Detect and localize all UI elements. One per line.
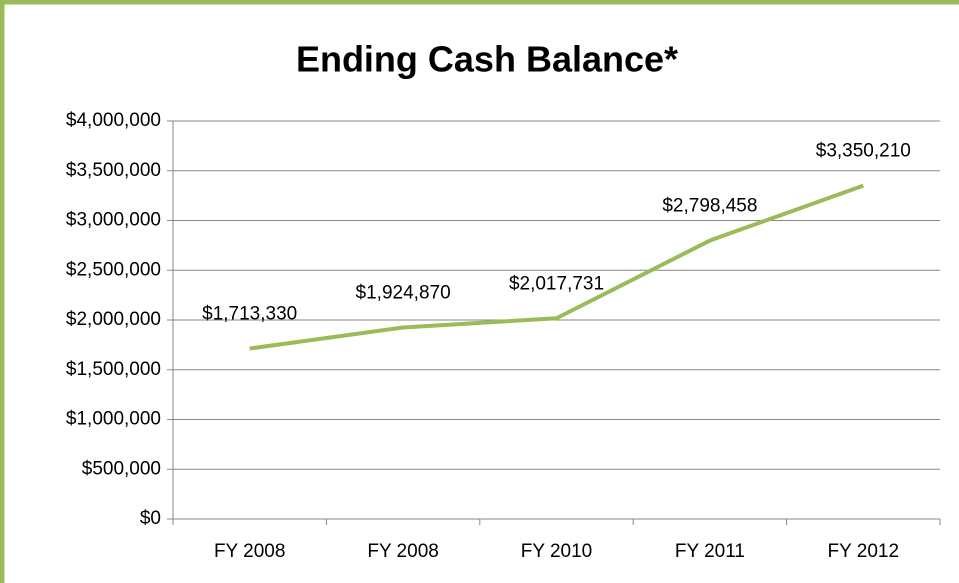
data-label: $3,350,210 [816,141,911,162]
chart-title: Ending Cash Balance* [296,39,678,80]
y-tick-label: $1,000,000 [66,409,161,430]
x-tick-label: FY 2008 [214,541,285,562]
x-tick-label: FY 2011 [675,541,745,562]
y-tick-label: $3,000,000 [66,210,161,231]
x-tick-label: FY 2012 [828,541,899,562]
data-label: $1,924,870 [356,282,451,303]
y-tick-label: $4,000,000 [66,110,161,131]
y-tick-label: $2,500,000 [66,259,161,280]
data-label: $2,017,731 [509,273,604,294]
y-tick-label: $3,500,000 [66,160,161,181]
y-tick-label: $1,500,000 [66,359,161,380]
data-label: $1,713,330 [202,304,297,325]
x-tick-label: FY 2008 [367,541,438,562]
data-line [249,183,864,351]
data-label: $2,798,458 [662,196,757,217]
x-tick-label: FY 2010 [521,541,592,562]
y-tick-label: $500,000 [82,458,161,479]
y-tick-label: $2,000,000 [66,309,161,330]
y-tick-label: $0 [140,508,161,529]
